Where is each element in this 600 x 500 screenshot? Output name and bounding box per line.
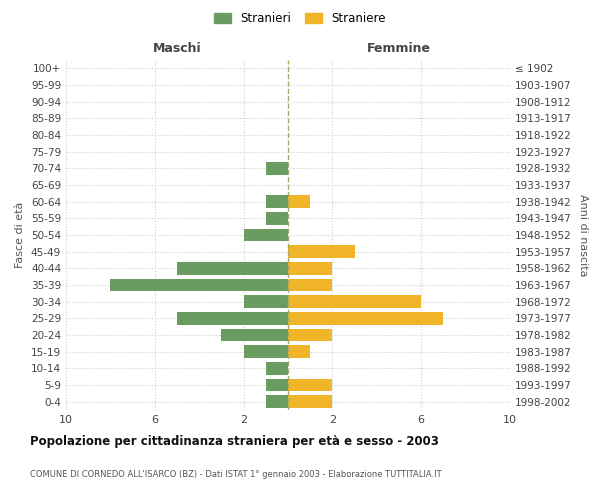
- Bar: [266, 362, 288, 374]
- Y-axis label: Fasce di età: Fasce di età: [16, 202, 25, 268]
- Bar: [244, 346, 288, 358]
- Text: Femmine: Femmine: [367, 42, 431, 55]
- Bar: [266, 212, 288, 224]
- Text: COMUNE DI CORNEDO ALL'ISARCO (BZ) - Dati ISTAT 1° gennaio 2003 - Elaborazione TU: COMUNE DI CORNEDO ALL'ISARCO (BZ) - Dati…: [30, 470, 442, 479]
- Bar: [288, 379, 332, 391]
- Bar: [244, 296, 288, 308]
- Bar: [288, 196, 310, 208]
- Bar: [288, 346, 310, 358]
- Bar: [266, 196, 288, 208]
- Text: Popolazione per cittadinanza straniera per età e sesso - 2003: Popolazione per cittadinanza straniera p…: [30, 435, 439, 448]
- Bar: [266, 396, 288, 408]
- Bar: [288, 279, 332, 291]
- Bar: [177, 312, 288, 324]
- Bar: [266, 162, 288, 174]
- Bar: [288, 396, 332, 408]
- Bar: [288, 296, 421, 308]
- Bar: [244, 229, 288, 241]
- Bar: [288, 262, 332, 274]
- Bar: [288, 312, 443, 324]
- Bar: [110, 279, 288, 291]
- Bar: [221, 329, 288, 341]
- Y-axis label: Anni di nascita: Anni di nascita: [578, 194, 588, 276]
- Text: Maschi: Maschi: [152, 42, 202, 55]
- Bar: [288, 329, 332, 341]
- Bar: [177, 262, 288, 274]
- Legend: Stranieri, Straniere: Stranieri, Straniere: [211, 8, 389, 28]
- Bar: [288, 246, 355, 258]
- Bar: [266, 379, 288, 391]
